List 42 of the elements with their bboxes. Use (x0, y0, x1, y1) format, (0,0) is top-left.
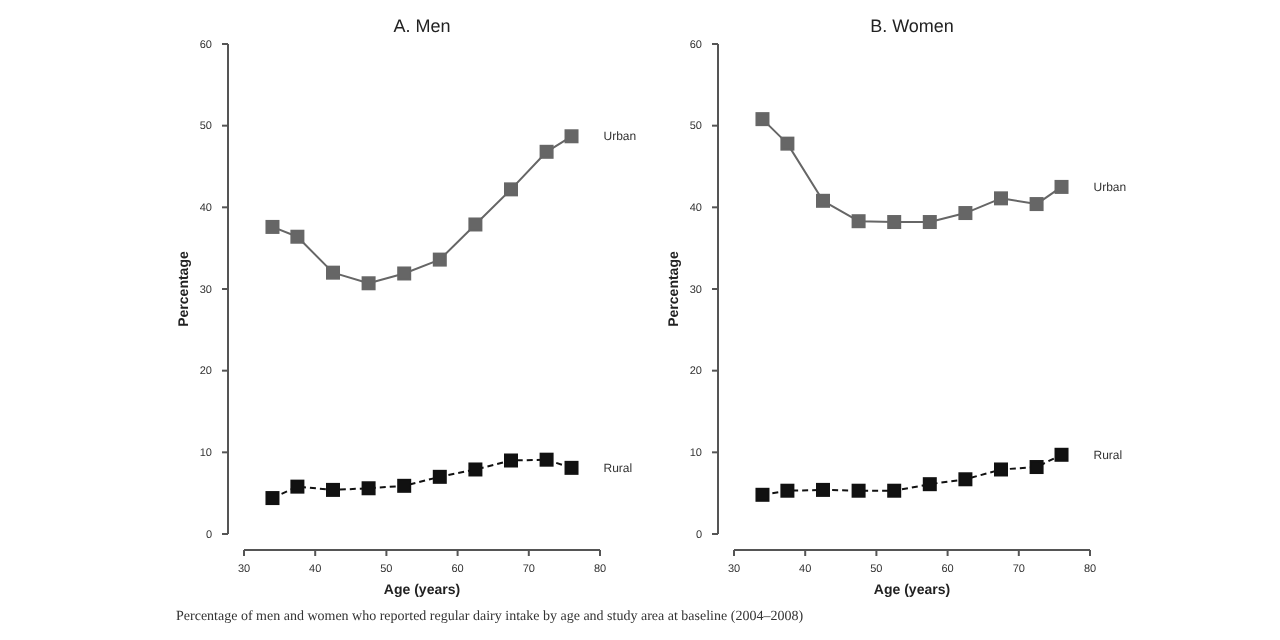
point (504, 453, 518, 468)
point (958, 206, 973, 221)
point (397, 266, 412, 281)
point (432, 469, 447, 484)
point (755, 112, 770, 127)
point (780, 483, 795, 498)
point (1029, 460, 1044, 475)
point (994, 462, 1008, 477)
point (958, 472, 973, 487)
point (265, 491, 280, 506)
point (1054, 447, 1069, 462)
point (564, 460, 579, 475)
point (265, 219, 280, 234)
point (361, 481, 376, 496)
point (755, 487, 770, 502)
chart-title: B. Women (870, 16, 954, 36)
point (887, 215, 902, 230)
point (504, 182, 518, 197)
point (994, 191, 1008, 206)
point (1054, 179, 1069, 194)
point (539, 144, 554, 159)
point (816, 193, 830, 208)
point (290, 479, 305, 494)
point (468, 217, 483, 232)
point (922, 215, 937, 230)
point (397, 478, 412, 493)
point (326, 482, 340, 497)
point (922, 477, 937, 492)
point (564, 129, 579, 144)
point (851, 483, 866, 498)
point (539, 452, 554, 467)
point (290, 229, 305, 244)
point (816, 482, 830, 497)
point (326, 265, 340, 280)
point (887, 483, 902, 498)
point (851, 214, 866, 229)
point (1029, 197, 1044, 212)
point (361, 276, 376, 291)
point (780, 136, 795, 151)
chart-title: A. Men (393, 16, 451, 36)
point (432, 252, 447, 267)
point (468, 462, 483, 477)
